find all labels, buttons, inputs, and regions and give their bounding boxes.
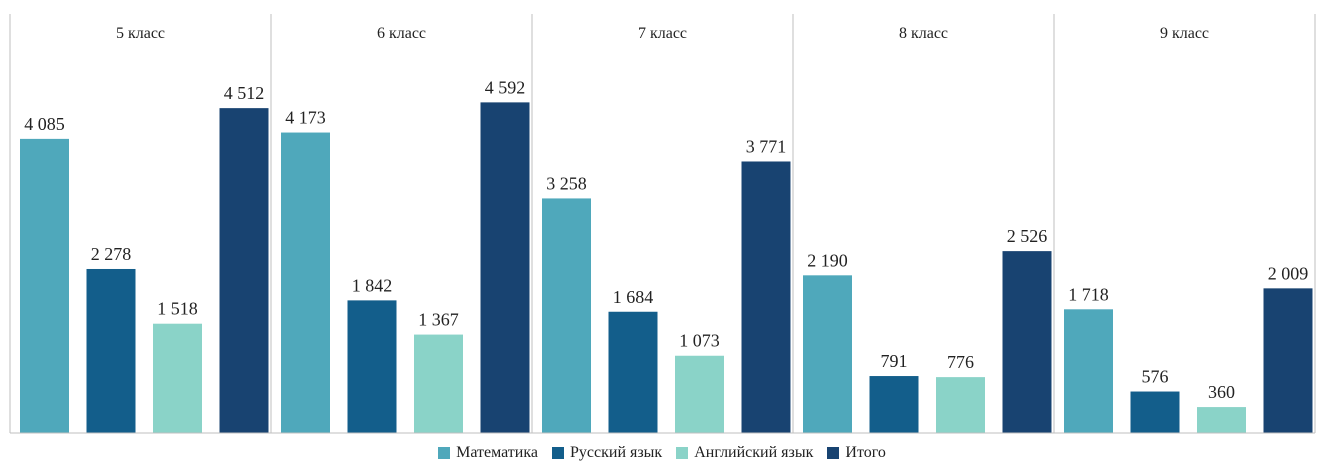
legend-item: Английский язык [676,444,813,462]
legend-label: Математика [456,444,538,461]
bar [86,268,136,433]
bar [1130,391,1180,433]
data-label: 1 073 [679,331,720,351]
data-label: 791 [881,351,908,371]
data-label: 4 085 [24,114,65,134]
bar [542,198,591,433]
legend-swatch [676,447,689,459]
bar [741,161,791,433]
panel-title: 7 класс [638,25,687,42]
legend-label: Английский язык [694,444,814,461]
data-label: 4 512 [224,83,265,103]
legend-swatch [552,447,564,459]
bar [803,275,852,433]
data-label: 1 718 [1068,284,1109,304]
bar [675,355,724,433]
bar [1263,288,1313,433]
bar [1197,407,1246,433]
data-label: 1 518 [157,299,198,319]
bar [480,102,530,433]
panel-title: 9 класс [1160,25,1209,42]
data-label: 3 771 [746,136,787,156]
data-label: 4 173 [285,108,326,128]
panel-title: 5 класс [116,25,165,42]
data-label: 776 [947,352,974,372]
legend-label: Русский язык [570,444,663,461]
bar [1002,251,1052,433]
data-label: 2 526 [1007,226,1048,246]
bar [869,376,919,433]
bar [219,108,269,434]
legend-swatch [438,447,451,459]
data-label: 2 190 [807,250,848,270]
bar [1064,309,1113,433]
legend-item: Итого [827,444,886,462]
legend-item: Математика [438,444,538,462]
bar [608,311,658,433]
legend: Математика Русский язык Английский язык Ито… [0,443,1324,463]
bar [153,323,202,433]
data-label: 3 258 [546,173,587,193]
bar [414,334,463,433]
data-label: 360 [1208,382,1235,402]
legend-label: Итого [845,444,886,461]
legend-item: Русский язык [552,444,662,462]
data-label: 1 367 [418,310,459,330]
data-label: 2 009 [1268,263,1309,283]
legend-swatch [827,447,840,459]
data-label: 2 278 [91,244,132,264]
data-label: 4 592 [485,77,526,97]
data-label: 1 684 [613,287,654,307]
bar [20,138,69,433]
data-label: 576 [1142,367,1169,387]
panel-title: 6 класс [377,25,426,42]
panel-title: 8 класс [899,25,948,42]
data-label: 1 842 [352,275,393,295]
bar [347,300,397,433]
bar [281,132,330,433]
bar [936,377,985,433]
